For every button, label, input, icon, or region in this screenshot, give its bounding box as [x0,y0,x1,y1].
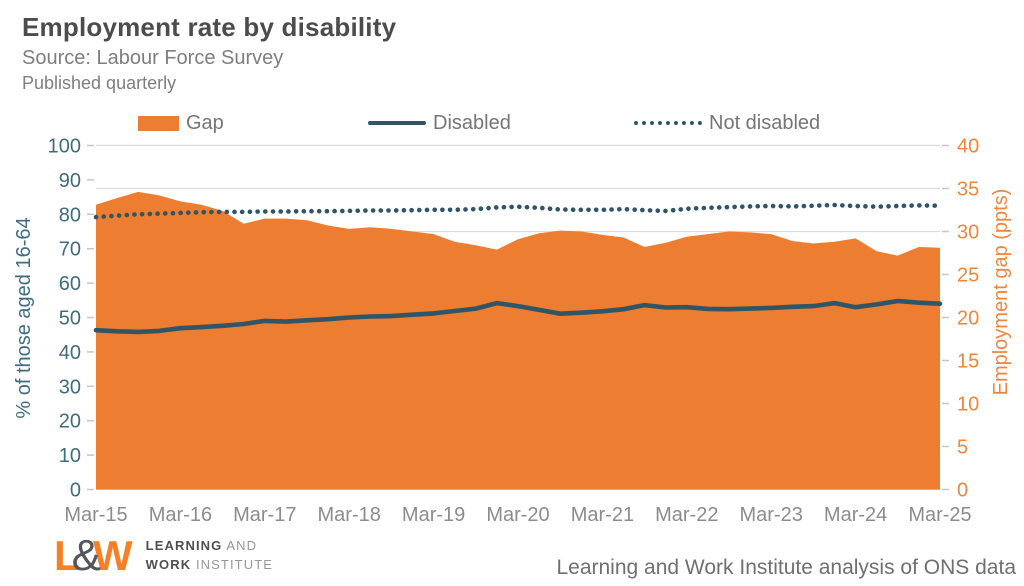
legend-item-gap: Gap [138,110,224,136]
not-disabled-line-swatch [634,121,702,125]
legend-item-disabled: Disabled [368,110,511,136]
lw-logo-name: LEARNING AND WORK INSTITUTE [146,537,273,575]
logo-name-line2: WORK INSTITUTE [145,557,274,572]
chart-subtitle: Source: Labour Force Survey [22,47,284,69]
x-axis-tick-label: Mar-19 [402,504,465,526]
right-axis-tick-label: 40 [957,136,979,158]
x-axis-tick-label: Mar-20 [486,504,549,526]
x-axis-tick-label: Mar-24 [824,504,887,526]
left-axis-tick-label: 60 [59,273,81,295]
right-axis-tick-label: 0 [957,480,968,502]
right-axis-tick-label: 5 [957,437,968,459]
x-axis-tick-label: Mar-17 [233,504,296,526]
legend-label-not-disabled: Not disabled [709,111,821,134]
left-axis-tick-label: 30 [59,376,81,398]
chart-frequency-note: Published quarterly [22,73,177,93]
x-axis-tick-label: Mar-21 [571,504,634,526]
disabled-line-swatch [368,120,426,126]
left-axis-tick-label: 90 [59,170,81,192]
left-axis-tick-label: 0 [70,480,81,502]
analysis-caption: Learning and Work Institute analysis of … [556,556,1016,579]
left-axis-tick-label: 40 [59,342,81,364]
x-axis-tick-label: Mar-16 [149,504,212,526]
right-axis-tick-label: 15 [957,351,979,373]
left-axis-tick-label: 10 [59,445,81,467]
right-axis-tick-label: 35 [957,179,979,201]
logo-ampersand: & [71,531,102,580]
left-axis-tick-label: 100 [48,136,81,158]
logo-letter-l: L [54,532,80,579]
chart-title: Employment rate by disability [22,12,397,42]
legend-label-disabled: Disabled [433,111,511,134]
x-axis-tick-label: Mar-15 [64,504,127,526]
x-axis-tick-label: Mar-25 [908,504,971,526]
left-axis-tick-label: 20 [59,411,81,433]
logo-letter-w: W [93,532,133,579]
lw-logo-mark: L & W [54,534,133,578]
right-axis-title: Employment gap (ppts) [990,189,1012,396]
x-axis-tick-label: Mar-22 [655,504,718,526]
disabled-line [93,298,943,335]
not-disabled-line [93,202,943,220]
logo-name-line1: LEARNING AND [145,538,258,554]
x-axis-tick-label: Mar-18 [318,504,381,526]
right-axis-tick-label: 25 [957,265,979,287]
lw-logo: L & W LEARNING AND WORK INSTITUTE [54,534,273,578]
left-axis-tick-label: 70 [59,239,81,261]
right-axis-tick-label: 30 [957,222,979,244]
legend-label-gap: Gap [186,111,224,134]
right-axis-tick-label: 10 [957,394,979,416]
left-axis-title: % of those aged 16-64 [13,217,35,418]
left-axis-tick-label: 80 [59,204,81,226]
legend-item-not-disabled: Not disabled [634,110,820,136]
left-axis-tick-label: 50 [59,308,81,330]
gap-swatch [138,115,179,131]
right-axis-tick-label: 20 [957,308,979,330]
gap-area [96,191,940,490]
x-axis-tick-label: Mar-23 [740,504,803,526]
chart-header: Employment rate by disability Source: La… [22,12,396,94]
